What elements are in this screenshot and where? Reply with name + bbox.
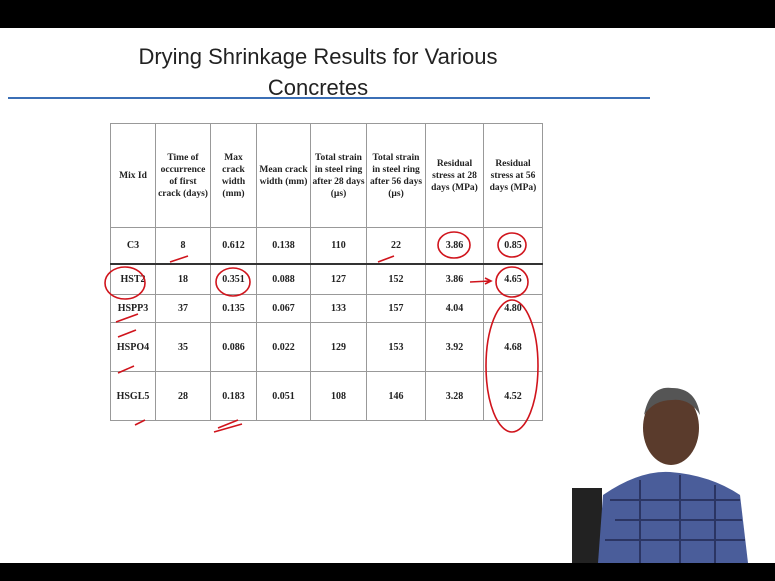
shirt (598, 472, 748, 563)
chair (572, 488, 602, 563)
slide-page: Drying Shrinkage Results for Various Con… (0, 0, 775, 581)
speaker (0, 0, 775, 581)
